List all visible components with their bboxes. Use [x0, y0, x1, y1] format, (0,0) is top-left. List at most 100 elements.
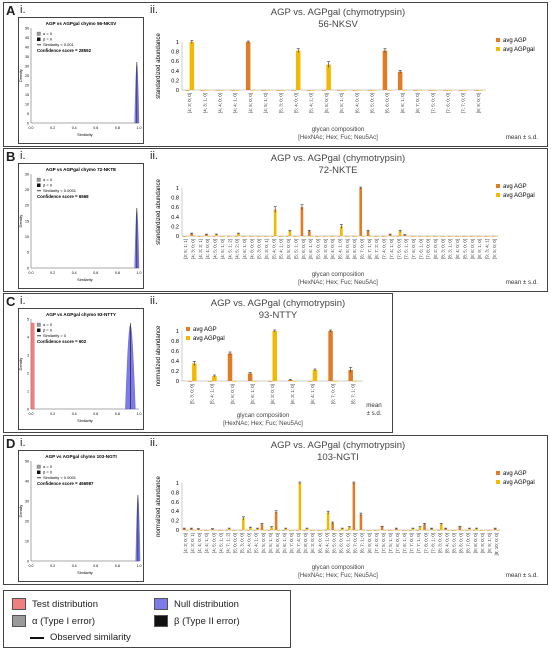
bar-mean-label: mean ± s.d.: [506, 134, 539, 141]
bar-agpgal: [292, 381, 298, 382]
bar-chart-subtitle: 103-NGTI: [317, 452, 359, 463]
panel-a-sub-ii: ii.: [150, 4, 158, 16]
bar-agpgal: [332, 381, 338, 382]
bar-agpgal: [397, 530, 401, 531]
bar-agp: [278, 236, 282, 237]
bar-agp: [425, 236, 429, 237]
legend-observed-label: Observed similarity: [50, 632, 131, 643]
bar-agp: [388, 234, 392, 236]
panel-a-border: [3, 2, 548, 147]
bar-category-label: [7; 6; 0; 0]: [395, 533, 400, 553]
bar-agpgal: [235, 530, 238, 531]
bar-agpgal: [244, 236, 248, 237]
bar-y-tick-label: 0.8: [171, 339, 179, 345]
density-y-tick-label: 5: [27, 317, 29, 321]
bar-agpgal: [398, 231, 402, 236]
bar-agp: [366, 530, 370, 531]
bar-agpgal: [227, 528, 231, 530]
bar-chart-title: AGP vs. AGPgal (chymotrypsin): [271, 153, 405, 164]
bar-agpgal: [391, 236, 395, 237]
density-confidence: Confidence score = 466987: [37, 481, 94, 486]
bar-agp: [218, 530, 221, 531]
bar-category-label: [4; 5; 1; 2]: [227, 239, 232, 259]
density-x-tick-label: 0.0: [29, 564, 34, 568]
bar-agpgal: [352, 381, 358, 382]
bar-agpgal: [348, 527, 351, 530]
bar-category-label: [8; 7; 0; 0]: [466, 533, 471, 553]
bar-agpgal: [464, 236, 468, 237]
bar-category-label: [4; 3; 1; 0]: [202, 93, 207, 113]
bar-category-label: [5; 4; 1; 0]: [254, 533, 259, 553]
bar-agpgal: [252, 381, 257, 382]
bar-agp: [246, 530, 250, 531]
bar-y-tick-label: 0.6: [171, 59, 179, 65]
bar-category-label: [5; 3; 0; 0]: [257, 239, 262, 259]
bar-agpgal: [193, 236, 196, 237]
figure-legend: Test distribution Null distribution α (T…: [3, 590, 291, 648]
bar-category-label: [4; 5; 1; 0]: [220, 239, 225, 259]
legend-avg-agp-swatch: [496, 471, 500, 475]
density-legend-beta-swatch: [37, 183, 41, 187]
bar-category-label: [6; 7; 1; 0]: [360, 533, 365, 553]
bar-agp: [247, 373, 253, 381]
density-y-tick-label: 2: [27, 371, 29, 375]
bar-agp: [190, 528, 193, 530]
bar-x-label-2: [HexNAc; Hex; Fuc; Neu5Ac]: [298, 572, 378, 579]
density-y-tick-label: 10: [25, 235, 29, 239]
bar-y-tick-label: 0: [176, 528, 179, 534]
legend-avg-agpgal: avg AGPgal: [503, 480, 535, 486]
bar-agp: [338, 530, 341, 531]
panel-c-letter: C: [6, 294, 16, 309]
panel-a-density-frame: [18, 17, 144, 144]
bar-y-tick-label: 0.6: [171, 500, 179, 506]
bar-agpgal: [281, 236, 284, 237]
bar-category-label: [6; 5; 0; 0]: [331, 533, 336, 553]
bar-y-tick-label: 1: [176, 329, 179, 335]
bar-y-tick-label: 0: [176, 379, 179, 385]
density-legend-beta: β = 0: [43, 328, 53, 333]
bar-category-label: [4; 6; 1; 0]: [242, 239, 247, 259]
density-y-tick-label: 50: [25, 26, 29, 30]
bar-category-label: [8; 9; 1; 0]: [487, 533, 492, 553]
bar-agp: [185, 90, 190, 91]
density-x-label: Similarity: [77, 419, 93, 423]
panel-d-border: [3, 435, 548, 585]
bar-agp: [465, 530, 469, 531]
bar-category-label: [4; 3; 0; 1]: [190, 533, 195, 553]
bar-category-label: [4; 4; 1; 0]: [233, 93, 238, 113]
bar-chart-c: AGP vs. AGPgal (chymotrypsin)93-NTTY 0 0.2…: [156, 298, 382, 427]
legend-avg-agpgal-swatch: [496, 480, 500, 484]
bar-agpgal: [435, 236, 439, 237]
panel-d-density-frame: [18, 450, 144, 582]
bar-agpgal: [229, 236, 233, 237]
alpha-swatch: [12, 615, 26, 627]
density-x-label: Similarity: [77, 278, 93, 282]
bar-category-label: [5; 4; 0; 0]: [247, 533, 252, 553]
bar-category-label: [6; 3; 0; 0]: [310, 533, 315, 553]
bar-category-label: [8; 4; 0; 0]: [455, 239, 460, 259]
bar-agp: [416, 530, 419, 531]
density-x-tick-label: 0.8: [115, 564, 120, 568]
bar-agp: [215, 90, 220, 91]
bar-agpgal: [305, 528, 309, 530]
bar-agpgal: [295, 236, 299, 237]
bar-category-label: [8; 3; 0; 0]: [440, 239, 445, 259]
bar-category-label: [7; 6; 0; 0]: [446, 93, 451, 113]
bar-category-label: [7; 4; 0; 0]: [374, 533, 379, 553]
bar-agpgal: [242, 518, 245, 530]
density-x-label: Similarity: [77, 133, 93, 137]
bar-agp: [271, 236, 274, 237]
legend-avg-agp: avg AGP: [503, 184, 527, 190]
bar-agp: [396, 236, 399, 237]
bar-category-label: [6; 7; 0; 0]: [415, 93, 420, 113]
bar-agp: [187, 381, 193, 382]
bar-agpgal: [383, 530, 386, 531]
legend-null: Null distribution: [154, 598, 239, 610]
bar-agp: [331, 522, 334, 530]
bar-agp: [306, 90, 312, 91]
density-x-tick-label: 0.4: [72, 126, 77, 130]
bar-agpgal: [312, 530, 316, 531]
density-chart-b: AGP vs AGPgal chymo 72-NKTE 0 5 10 15 20 25 30 0…: [19, 167, 142, 282]
density-y-tick-label: 20: [25, 519, 29, 523]
bar-category-label: [5; 5; 0; 0]: [261, 533, 266, 553]
